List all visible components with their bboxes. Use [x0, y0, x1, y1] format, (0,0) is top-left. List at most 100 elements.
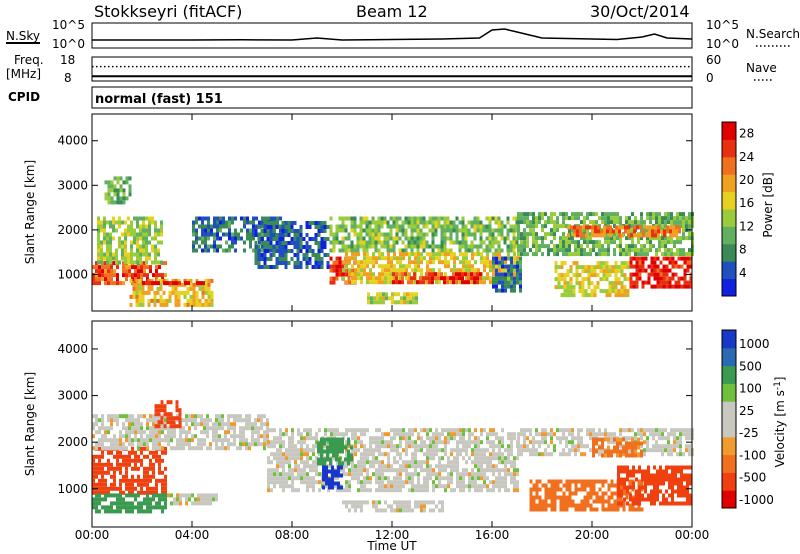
power-cell: [228, 216, 231, 221]
power-cell: [498, 264, 501, 269]
power-cell: [369, 256, 372, 261]
power-cell: [446, 276, 449, 281]
power-cell: [122, 265, 125, 270]
power-cell: [664, 212, 667, 217]
power-cell: [141, 286, 145, 291]
velocity-cell: [520, 432, 523, 437]
power-cell: [613, 248, 616, 253]
power-cell: [583, 228, 586, 233]
power-cell: [567, 225, 570, 230]
velocity-cell: [544, 452, 547, 457]
power-cell: [154, 228, 157, 233]
power-cell: [419, 232, 423, 237]
velocity-cell: [279, 440, 282, 445]
velocity-cell: [598, 452, 601, 457]
power-cell: [441, 252, 444, 257]
velocity-cell: [345, 504, 348, 509]
power-cell: [631, 228, 634, 233]
power-cell: [365, 220, 369, 225]
velocity-cell: [372, 500, 375, 505]
velocity-cell: [315, 444, 318, 449]
power-cell: [422, 276, 425, 281]
velocity-cell: [471, 452, 474, 457]
velocity-cell: [312, 484, 315, 489]
power-cell: [122, 261, 125, 266]
power-cell: [523, 212, 526, 217]
velocity-cell: [480, 440, 483, 445]
power-cell: [648, 233, 651, 238]
power-cell: [529, 220, 532, 225]
power-cell: [145, 260, 148, 265]
power-cell: [629, 284, 633, 289]
power-cell: [676, 240, 679, 245]
velocity-cell: [432, 508, 435, 513]
velocity-cell: [526, 448, 529, 453]
velocity-cell: [182, 442, 185, 447]
power-cell: [382, 292, 385, 297]
power-cell: [374, 248, 378, 253]
velocity-cell: [357, 504, 360, 509]
power-cell: [601, 220, 604, 225]
velocity-cell: [92, 462, 95, 467]
velocity-cell: [328, 477, 331, 482]
power-cell: [406, 296, 409, 301]
power-cell: [419, 228, 423, 233]
power-cell: [122, 188, 126, 193]
power-cell: [675, 229, 678, 234]
velocity-cell: [131, 442, 134, 447]
power-cell: [538, 236, 541, 241]
power-cell: [580, 212, 583, 217]
power-cell: [381, 280, 384, 285]
velocity-cell: [140, 422, 143, 427]
power-cell: [369, 276, 372, 281]
power-cell: [426, 264, 429, 269]
power-cell: [428, 220, 432, 225]
velocity-cell: [357, 480, 360, 485]
power-cell: [644, 256, 648, 261]
power-cell: [204, 228, 207, 233]
power-cell: [501, 264, 504, 269]
velocity-cell: [462, 484, 465, 489]
power-cell: [401, 280, 404, 285]
power-cell: [575, 265, 579, 270]
velocity-cell: [516, 480, 519, 485]
velocity-cell: [670, 452, 673, 457]
velocity-cell: [366, 452, 369, 457]
velocity-cell: [288, 484, 291, 489]
velocity-cell: [342, 500, 345, 505]
power-cell: [535, 220, 538, 225]
power-cell: [635, 256, 639, 261]
velocity-cell: [137, 418, 140, 423]
power-cell: [142, 216, 145, 221]
power-cell: [526, 244, 529, 249]
power-cell: [635, 280, 639, 285]
velocity-cell: [354, 508, 357, 513]
power-cell: [431, 236, 435, 241]
power-cell: [563, 273, 567, 278]
power-cell: [246, 236, 249, 241]
power-cell: [207, 244, 210, 249]
velocity-cell: [447, 476, 450, 481]
velocity-cell: [337, 465, 340, 470]
velocity-cell: [426, 468, 429, 473]
velocity-cell: [140, 450, 143, 455]
velocity-cell: [489, 488, 492, 493]
velocity-cell: [507, 448, 510, 453]
power-cell: [345, 252, 348, 257]
velocity-cell: [300, 480, 303, 485]
power-cell: [613, 220, 616, 225]
power-cell: [682, 228, 685, 233]
power-cell: [296, 233, 300, 237]
power-cell: [142, 228, 145, 233]
velocity-cell: [471, 432, 474, 437]
velocity-cell: [146, 505, 149, 510]
velocity-cell: [363, 456, 366, 461]
velocity-cell: [492, 456, 495, 461]
velocity-cell: [513, 472, 516, 477]
power-cell: [504, 260, 507, 265]
power-cell: [409, 292, 412, 297]
velocity-cell: [116, 438, 119, 443]
nsky-line: [92, 28, 693, 41]
velocity-cell: [498, 436, 501, 441]
power-cell: [299, 265, 303, 269]
